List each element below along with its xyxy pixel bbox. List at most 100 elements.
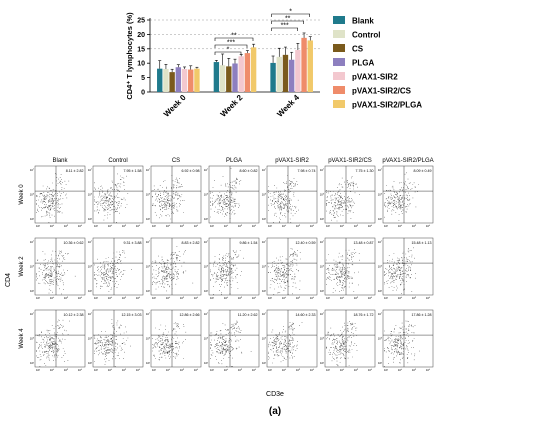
x-tick-label: 10³ — [384, 224, 388, 228]
x-tick-label: 10³ — [36, 368, 40, 372]
panel-frame — [150, 309, 202, 368]
y-tick-label: 10³ — [262, 217, 266, 221]
x-tick-label: 10⁶ — [310, 296, 314, 300]
bar — [301, 37, 307, 92]
flow-cytometry-grid: Blank Control CS PLGA pVAX1-SIR2 pVAX1-SIR2/C… — [5, 158, 434, 398]
y-tick-label: 10⁵ — [146, 193, 150, 197]
bar — [295, 49, 301, 92]
y-tick-label: 10³ — [146, 289, 150, 293]
y-tick-label: 10⁵ — [30, 193, 34, 197]
y-tick-label: 10³ — [204, 289, 208, 293]
y-tick-label: 10³ — [88, 289, 92, 293]
x-tick-label: 10⁴ — [340, 224, 345, 228]
quadrant-value: 9.86 ± 1.54 — [240, 241, 258, 245]
y-tick-label: 10⁵ — [262, 193, 266, 197]
x-tick-label: 10⁴ — [340, 296, 345, 300]
scatter-panel: 17.86 ± 1.28 10³ 10⁵ 10⁷ 10³ 10⁴ 10⁵ 10⁶ — [378, 309, 434, 372]
x-tick-label: 10⁵ — [180, 368, 184, 372]
x-tick-label: 10⁴ — [282, 296, 287, 300]
y-tick-label: 10⁵ — [88, 265, 92, 269]
y-tick-label: 10³ — [320, 361, 324, 365]
x-tick-label: 10³ — [326, 368, 330, 372]
bar — [181, 68, 188, 92]
scatter-points — [326, 321, 358, 367]
legend-swatch — [333, 100, 345, 108]
y-tick-label: 10⁵ — [320, 265, 324, 269]
x-tick-label: 10⁵ — [238, 296, 242, 300]
panel-frame — [92, 309, 144, 368]
x-tick-label: Week 0 — [162, 93, 188, 119]
scatter-panel: 6.92 ± 0.98 10³ 10⁵ 10⁷ 10³ 10⁴ 10⁵ 10⁶ — [146, 165, 202, 228]
scatter-panel: 11.20 ± 2.62 10³ 10⁵ 10⁷ 10³ 10⁴ 10⁵ 10⁶ — [204, 309, 260, 372]
x-tick-label: 10³ — [152, 368, 156, 372]
column-header: Blank — [52, 158, 68, 164]
y-tick-label: 10⁵ — [262, 265, 266, 269]
legend-swatch — [333, 58, 345, 66]
x-tick-label: 10⁵ — [180, 224, 184, 228]
y-tick-label: 10⁵ — [378, 265, 382, 269]
significance-label: * — [289, 9, 292, 16]
x-tick-label: 10⁵ — [296, 224, 300, 228]
scatter-points — [384, 172, 419, 221]
scatter-panel: 8.09 ± 0.49 10³ 10⁵ 10⁷ 10³ 10⁴ 10⁵ 10⁶ — [378, 165, 434, 228]
y-tick-label: 10⁵ — [204, 337, 208, 341]
bar — [194, 68, 200, 92]
y-tick-label: 10³ — [88, 217, 92, 221]
y-tick-label: 10⁵ — [88, 193, 92, 197]
x-tick-label: 10⁶ — [368, 224, 372, 228]
column-header: CS — [172, 158, 180, 164]
quadrant-value: 8.83 ± 2.82 — [182, 241, 200, 245]
scatter-panel: 7.75 ± 1.30 10³ 10⁵ 10⁷ 10³ 10⁴ 10⁵ 10⁶ — [320, 165, 376, 228]
y-tick-label: 10³ — [262, 361, 266, 365]
bar — [288, 59, 295, 92]
y-tick-label: 20 — [137, 32, 145, 39]
x-tick-label: 10³ — [384, 368, 388, 372]
y-tick-label: 10⁵ — [204, 193, 208, 197]
figure-caption: (a) — [269, 406, 281, 417]
x-tick-label: 10⁶ — [252, 224, 256, 228]
column-header: Control — [108, 158, 127, 164]
x-tick-label: 10⁵ — [354, 224, 358, 228]
y-tick-label: 10³ — [30, 217, 34, 221]
x-tick-label: 10⁶ — [78, 224, 82, 228]
bar — [175, 67, 182, 92]
quadrant-value: 7.75 ± 1.30 — [356, 169, 374, 173]
y-tick-label: 10⁵ — [320, 193, 324, 197]
x-tick-label: 10⁴ — [340, 368, 345, 372]
x-tick-label: 10⁶ — [78, 368, 82, 372]
scatter-panel: 15.48 ± 1.13 10³ 10⁵ 10⁷ 10³ 10⁴ 10⁵ 10⁶ — [378, 237, 434, 300]
quadrant-value: 17.86 ± 1.28 — [412, 313, 432, 317]
panel-frame — [382, 165, 434, 224]
significance-bracket — [271, 20, 304, 24]
panel-frame — [324, 309, 376, 368]
x-tick-label: 10⁵ — [412, 296, 416, 300]
quadrant-value: 6.92 ± 0.98 — [182, 169, 200, 173]
y-tick-label: 10⁵ — [30, 337, 34, 341]
bar — [188, 69, 194, 92]
y-tick-label: 25 — [137, 18, 145, 25]
legend-label: Control — [352, 31, 380, 40]
x-tick-label: 10⁴ — [108, 224, 113, 228]
scatter-points — [384, 247, 416, 294]
y-tick-label: 10 — [137, 61, 145, 68]
y-tick-label: 10⁵ — [378, 337, 382, 341]
scatter-panel: 14.60 ± 2.33 10³ 10⁵ 10⁷ 10³ 10⁴ 10⁵ 10⁶ — [262, 309, 318, 372]
panel-frame — [324, 165, 376, 224]
bar — [219, 65, 226, 92]
x-tick-label: 10³ — [36, 296, 40, 300]
scatter-points — [152, 322, 187, 361]
x-tick-label: 10⁶ — [426, 224, 430, 228]
x-tick-label: 10⁶ — [78, 296, 82, 300]
x-tick-label: 10³ — [210, 368, 214, 372]
x-tick-label: 10³ — [94, 224, 98, 228]
y-tick-label: 10³ — [320, 217, 324, 221]
scatter-panel: 8.60 ± 0.82 10³ 10⁵ 10⁷ 10³ 10⁴ 10⁵ 10⁶ — [204, 165, 260, 228]
scatter-points — [36, 173, 70, 223]
quadrant-value: 11.20 ± 2.62 — [238, 313, 258, 317]
x-tick-label: 10³ — [94, 296, 98, 300]
y-tick-label: 10³ — [378, 361, 382, 365]
x-tick-label: 10³ — [268, 224, 272, 228]
scatter-panel: 12.86 ± 2.66 10³ 10⁵ 10⁷ 10³ 10⁴ 10⁵ 10⁶ — [146, 309, 202, 372]
bar — [270, 62, 276, 92]
